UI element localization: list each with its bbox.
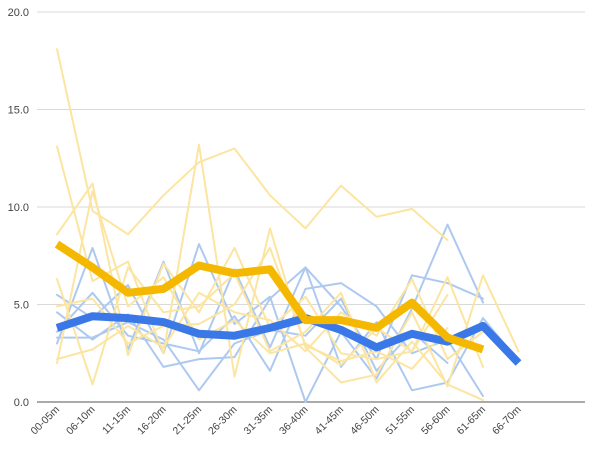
series-line-8 — [56, 266, 484, 402]
x-tick-label: 61-65m — [454, 403, 488, 437]
x-tick-label: 21-25m — [170, 403, 204, 437]
x-tick-label: 31-35m — [241, 403, 275, 437]
x-tick-label: 36-40m — [277, 403, 311, 437]
series-line-2 — [56, 266, 520, 392]
series-line-1 — [56, 223, 484, 403]
x-tick-label: 11-15m — [100, 403, 133, 436]
x-tick-label: 66-70m — [490, 403, 524, 437]
x-tick-label: 56-60m — [419, 403, 453, 437]
series-line-yellow-bold — [54, 240, 485, 354]
series-line-3 — [56, 282, 484, 398]
x-axis-ticks: 00-05m 06-10m 11-15m 16-20m 21-25m 26-30m 31-3… — [28, 403, 523, 437]
y-tick-label: 0.0 — [14, 397, 29, 409]
series-line-0 — [56, 246, 484, 361]
x-tick-label: 06-10m — [64, 403, 98, 437]
series-line-10 — [56, 278, 484, 361]
x-tick-label: 00-05m — [28, 403, 62, 437]
x-tick-label: 46-50m — [348, 403, 382, 437]
y-tick-label: 15.0 — [8, 105, 29, 117]
x-tick-label: 51-55m — [383, 403, 417, 437]
x-tick-label: 16-20m — [135, 403, 169, 437]
series-line-5 — [56, 48, 449, 242]
series-line-9 — [56, 246, 449, 370]
y-tick-label: 10.0 — [8, 202, 29, 214]
y-axis-ticks: 0.0 5.0 10.0 15.0 20.0 — [8, 7, 29, 409]
y-tick-label: 20.0 — [8, 7, 29, 19]
x-tick-label: 26-30m — [206, 403, 240, 437]
series-lines — [54, 48, 522, 403]
x-tick-label: 41-45m — [312, 403, 346, 437]
series-line-blue-bold — [55, 312, 522, 366]
y-tick-label: 5.0 — [14, 300, 29, 312]
